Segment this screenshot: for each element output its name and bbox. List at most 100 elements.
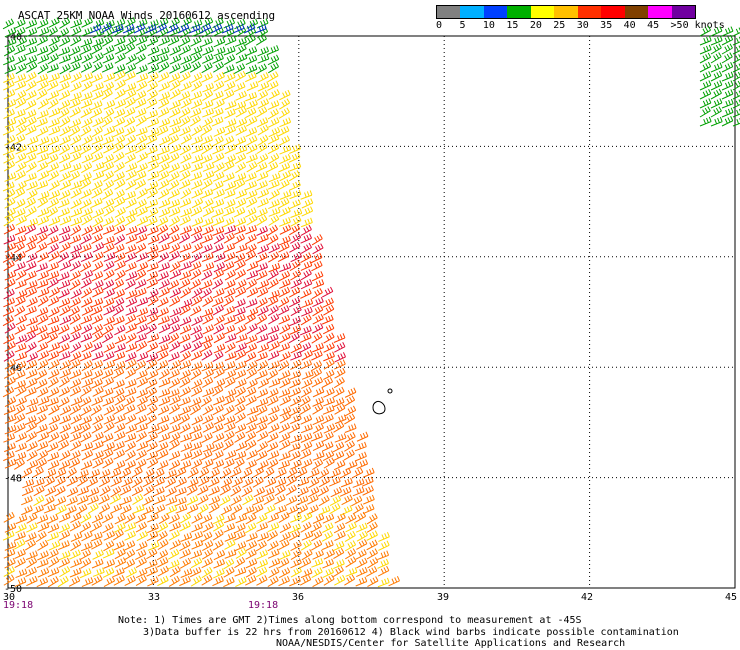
wind-barb (732, 71, 740, 82)
wind-barb (158, 98, 170, 109)
wind-barb (179, 115, 191, 128)
wind-barb (224, 154, 236, 165)
wind-barb (356, 539, 368, 550)
wind-barb (245, 548, 257, 560)
wind-barb (25, 566, 37, 578)
wind-barb (58, 288, 70, 299)
wind-barb (310, 521, 322, 533)
wind-barb (179, 548, 191, 559)
wind-barb (158, 207, 171, 218)
wind-barb (222, 89, 235, 101)
lat-tick-label: -48 (4, 474, 22, 485)
wind-barb (24, 197, 36, 209)
wind-barb (180, 207, 193, 218)
wind-barb (268, 207, 281, 217)
wind-barb (47, 153, 59, 165)
wind-barb (212, 361, 225, 372)
wind-barb (168, 459, 181, 471)
wind-barb (178, 396, 191, 407)
wind-barb (323, 369, 335, 380)
wind-barb (145, 134, 158, 145)
wind-barb (311, 260, 323, 272)
wind-barb (157, 415, 170, 425)
wind-barb (179, 540, 191, 552)
wind-barb (245, 224, 258, 235)
wind-barb (190, 431, 203, 442)
wind-barb (54, 476, 66, 488)
wind-barb (233, 207, 246, 218)
legend-swatch-8 (624, 6, 649, 18)
wind-barb (146, 109, 159, 120)
wind-barb (191, 162, 203, 173)
wind-barb (15, 432, 28, 443)
wind-barb (321, 377, 334, 388)
wind-barb (145, 323, 157, 335)
wind-barb (134, 170, 147, 181)
wind-barb (321, 530, 334, 542)
wind-barb (257, 378, 270, 389)
wind-barb (77, 486, 89, 496)
wind-barb (114, 548, 126, 560)
wind-barb (125, 358, 137, 370)
wind-barb (47, 135, 60, 146)
wind-barb (300, 432, 313, 443)
wind-barb (81, 27, 93, 37)
wind-barb (90, 341, 103, 353)
wind-barb (47, 53, 59, 65)
wind-barb (81, 305, 94, 316)
wind-barb (65, 467, 77, 479)
wind-barb (44, 485, 57, 497)
wind-barb (246, 360, 258, 372)
wind-barb (135, 43, 147, 55)
wind-barb (256, 89, 269, 101)
wind-barb (69, 331, 81, 343)
wind-barb (135, 233, 148, 244)
wind-barb (4, 322, 16, 334)
wind-barb (169, 243, 181, 254)
wind-barb (300, 242, 312, 254)
wind-barb (91, 180, 103, 191)
wind-barb (92, 18, 105, 29)
wind-barb (113, 197, 126, 208)
wind-barb (146, 27, 158, 39)
wind-barb (136, 215, 149, 227)
wind-barb (278, 549, 291, 560)
wind-barb (268, 62, 279, 74)
wind-barb (120, 504, 132, 515)
wind-barb (92, 331, 104, 343)
wind-barb (234, 450, 247, 461)
wind-barb (147, 541, 160, 551)
wind-barb (732, 63, 740, 73)
wind-barb (289, 387, 301, 398)
wind-barb (254, 23, 267, 34)
wind-barb (224, 351, 237, 361)
wind-barb (136, 351, 149, 362)
wind-barb (59, 414, 72, 425)
wind-barb (92, 116, 104, 128)
wind-barb (102, 324, 114, 336)
wind-barb (366, 513, 378, 525)
wind-barb (99, 485, 111, 497)
wind-barb (46, 423, 59, 435)
wind-barb (102, 376, 115, 388)
wind-barb (200, 287, 212, 299)
wind-barb (168, 162, 180, 174)
wind-barb (123, 558, 136, 570)
wind-barb (134, 53, 146, 65)
wind-barb (158, 388, 171, 398)
wind-barb (169, 143, 182, 154)
wind-barb (267, 304, 279, 317)
wind-barb (69, 313, 81, 325)
wind-barb (113, 36, 126, 47)
wind-barb (68, 306, 80, 318)
wind-barb (191, 539, 204, 550)
wind-barb (267, 45, 279, 55)
wind-barb (37, 126, 49, 137)
wind-barb (202, 53, 214, 64)
wind-barb (14, 225, 27, 236)
wind-barb (235, 441, 248, 452)
wind-barb (102, 135, 115, 146)
legend-swatch-0 (437, 6, 461, 18)
wind-barb (257, 233, 269, 244)
wind-barb (277, 251, 290, 262)
